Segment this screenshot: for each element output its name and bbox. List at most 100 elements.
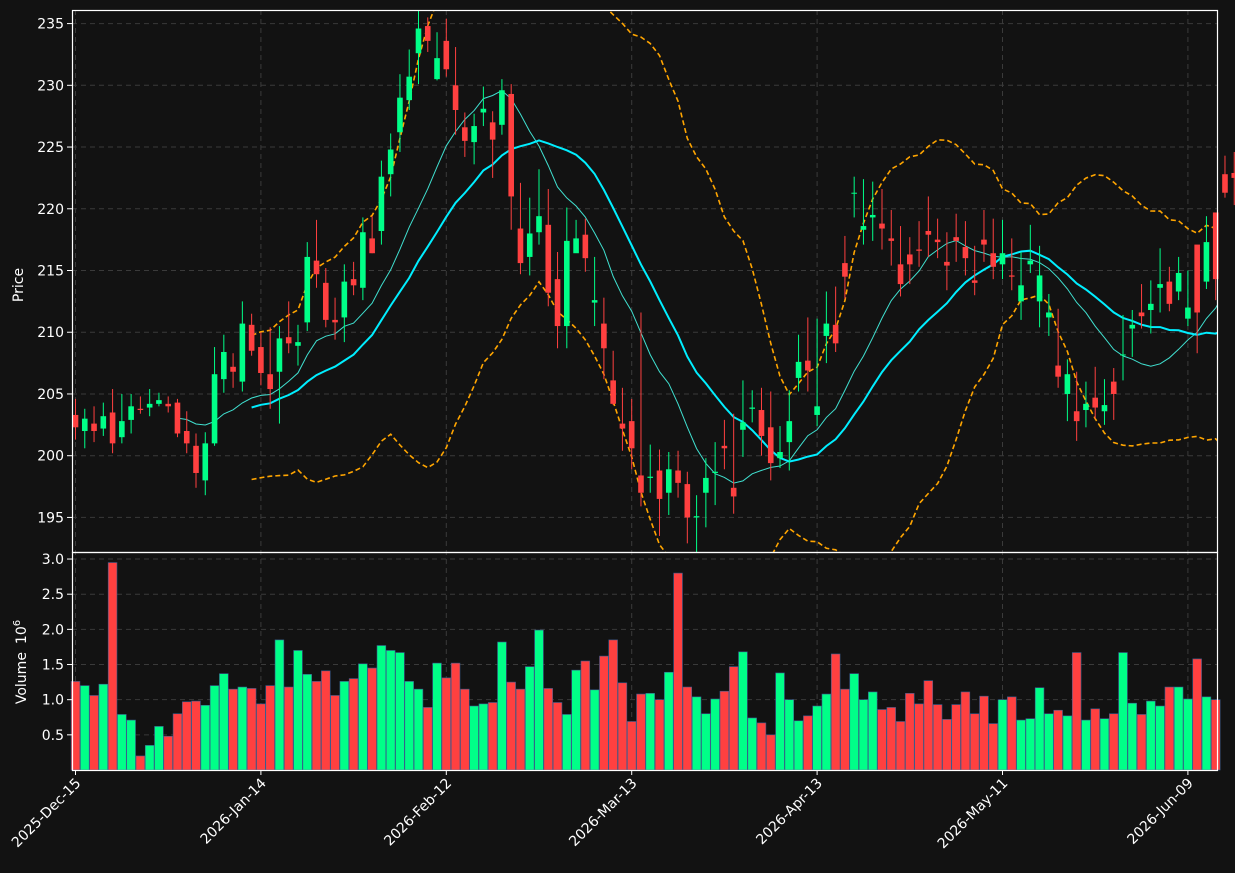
volume-bar bbox=[840, 688, 850, 771]
price-tick-label: 200 bbox=[37, 449, 64, 465]
candle-body bbox=[248, 324, 255, 351]
volume-bar bbox=[293, 650, 303, 771]
volume-bar bbox=[942, 719, 952, 771]
candle-body bbox=[1027, 260, 1034, 265]
volume-bar bbox=[135, 755, 146, 771]
candle-body bbox=[239, 323, 246, 382]
candle-body bbox=[638, 475, 644, 493]
candle-body bbox=[1036, 275, 1043, 302]
volume-bar bbox=[274, 639, 285, 771]
volume-bar bbox=[284, 686, 294, 771]
candle-body bbox=[730, 487, 737, 497]
volume-bar bbox=[905, 693, 915, 771]
candle-body bbox=[434, 58, 440, 80]
volume-bar bbox=[682, 686, 693, 771]
volume-bar bbox=[497, 641, 507, 771]
volume-bar bbox=[636, 693, 646, 771]
volume-tick-label: 0.5 bbox=[42, 728, 64, 744]
candle-body bbox=[313, 260, 320, 275]
candle-body bbox=[81, 418, 88, 432]
volume-bar bbox=[1118, 652, 1128, 771]
volume-bar bbox=[1090, 708, 1100, 771]
candle-body bbox=[276, 338, 283, 372]
candle-body bbox=[767, 427, 774, 464]
volume-bar bbox=[858, 699, 869, 771]
candle-body bbox=[1008, 275, 1015, 277]
volume-bar bbox=[228, 688, 238, 771]
candle-body bbox=[156, 400, 162, 404]
volume-tick-label: 1.5 bbox=[42, 658, 64, 674]
candle-body bbox=[183, 431, 190, 444]
volume-bar bbox=[895, 721, 906, 771]
volume-bar bbox=[200, 705, 210, 771]
candles bbox=[72, 10, 1235, 552]
volume-bar bbox=[830, 653, 841, 771]
volume-tick-label: 2.5 bbox=[42, 587, 64, 603]
candle-body bbox=[489, 122, 496, 140]
candle-body bbox=[1129, 324, 1136, 329]
candle-body bbox=[1110, 381, 1117, 394]
volume-bar bbox=[728, 666, 739, 771]
candle-body bbox=[712, 471, 718, 473]
candle-body bbox=[703, 477, 709, 493]
volume-bar bbox=[645, 693, 655, 771]
price-tick-label: 230 bbox=[37, 78, 64, 94]
volume-bar bbox=[237, 686, 248, 771]
candle-body bbox=[665, 469, 672, 493]
volume-bar bbox=[478, 703, 489, 771]
volume-bar bbox=[821, 693, 832, 771]
volume-bar bbox=[487, 702, 498, 771]
price-tick-label: 205 bbox=[37, 387, 64, 403]
volume-bar bbox=[784, 699, 794, 771]
volume-bar bbox=[562, 714, 572, 771]
volume-bar bbox=[849, 673, 859, 771]
bollinger-bands bbox=[251, 10, 1217, 552]
volume-bar bbox=[98, 683, 109, 771]
volume-bar bbox=[969, 713, 980, 771]
candle-body bbox=[202, 443, 209, 481]
volume-multiplier-exponent: 6 bbox=[12, 620, 23, 626]
volume-bar bbox=[738, 651, 748, 771]
candle-body bbox=[619, 423, 626, 429]
candle-body bbox=[91, 423, 97, 432]
volume-bar bbox=[747, 717, 757, 771]
candle-body bbox=[684, 484, 691, 518]
volume-bar bbox=[358, 663, 368, 771]
volume-bar bbox=[1192, 658, 1202, 771]
volume-bar bbox=[1044, 713, 1054, 771]
candle-body bbox=[221, 351, 227, 380]
candle-body bbox=[1157, 284, 1163, 288]
volume-bar bbox=[154, 726, 164, 771]
candle-body bbox=[452, 85, 459, 111]
candle-body bbox=[1148, 303, 1154, 311]
price-tick-label: 215 bbox=[37, 264, 64, 280]
volume-bar bbox=[1146, 700, 1156, 771]
volume-tick-label: 2.0 bbox=[42, 622, 64, 638]
volume-bar bbox=[1025, 718, 1036, 771]
volume-bar bbox=[525, 666, 535, 771]
volume-bar bbox=[265, 685, 275, 771]
candle-body bbox=[350, 279, 357, 286]
candle-body bbox=[406, 76, 413, 101]
candle-body bbox=[628, 421, 635, 449]
volume-tick-label: 1.0 bbox=[42, 693, 64, 709]
volume-bar bbox=[534, 629, 544, 771]
candle-body bbox=[916, 249, 922, 251]
volume-bar bbox=[691, 696, 702, 771]
candle-body bbox=[545, 224, 552, 293]
volume-bar bbox=[1071, 652, 1082, 771]
volume-bar bbox=[144, 745, 155, 771]
candle-body bbox=[554, 279, 561, 327]
candle-body bbox=[591, 300, 598, 303]
volume-bar bbox=[219, 673, 229, 771]
candle-body bbox=[304, 256, 311, 323]
candle-body bbox=[1212, 212, 1219, 280]
price-tick-label: 195 bbox=[37, 510, 64, 526]
candle-body bbox=[721, 445, 728, 449]
volume-bar bbox=[571, 669, 581, 771]
candle-body bbox=[1092, 397, 1098, 408]
candle-body bbox=[137, 408, 144, 411]
candle-body bbox=[378, 176, 385, 231]
volume-bar bbox=[1136, 714, 1147, 771]
candle-body bbox=[322, 282, 329, 320]
